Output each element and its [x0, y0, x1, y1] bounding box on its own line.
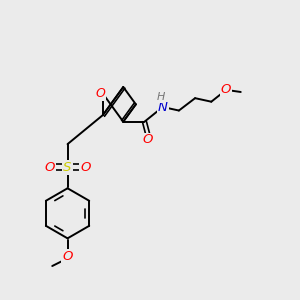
Text: O: O	[45, 160, 55, 174]
Text: O: O	[80, 160, 90, 174]
Text: N: N	[158, 100, 168, 113]
Text: H: H	[157, 92, 165, 102]
Text: O: O	[221, 82, 231, 95]
Text: O: O	[143, 134, 153, 146]
Text: O: O	[62, 250, 73, 263]
Text: O: O	[95, 87, 105, 100]
Text: S: S	[63, 160, 72, 174]
